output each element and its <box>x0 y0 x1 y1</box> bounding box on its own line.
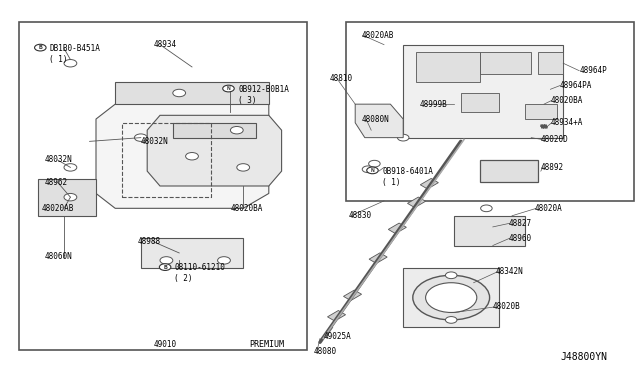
Bar <box>525 104 557 119</box>
Text: 0B912-B0B1A: 0B912-B0B1A <box>238 85 289 94</box>
Bar <box>408 197 426 208</box>
Text: 48020AB: 48020AB <box>362 31 394 40</box>
Text: J48800YN: J48800YN <box>560 352 607 362</box>
Polygon shape <box>355 104 403 138</box>
Text: ( 1): ( 1) <box>382 178 401 187</box>
Text: 08110-61210: 08110-61210 <box>174 263 225 272</box>
Text: 48020AB: 48020AB <box>42 204 74 213</box>
Circle shape <box>445 272 457 279</box>
Circle shape <box>223 85 234 92</box>
Polygon shape <box>115 82 269 104</box>
Text: 0B918-6401A: 0B918-6401A <box>382 167 433 176</box>
Text: 48032N: 48032N <box>141 137 168 146</box>
Polygon shape <box>96 104 269 208</box>
Bar <box>461 93 499 112</box>
Bar <box>346 22 634 201</box>
Circle shape <box>160 257 173 264</box>
Bar <box>538 52 563 74</box>
Circle shape <box>445 317 457 323</box>
Text: 48830: 48830 <box>349 211 372 220</box>
Circle shape <box>35 44 46 51</box>
Bar <box>420 179 438 189</box>
Text: 48020BA: 48020BA <box>550 96 583 105</box>
Circle shape <box>159 264 171 270</box>
Text: PREMIUM: PREMIUM <box>250 340 285 349</box>
Text: N: N <box>227 86 230 91</box>
Text: 48934+A: 48934+A <box>550 118 583 127</box>
Bar <box>416 52 480 82</box>
Text: 48964P: 48964P <box>579 66 607 75</box>
Text: 48964PA: 48964PA <box>560 81 593 90</box>
Text: 48080: 48080 <box>314 347 337 356</box>
Bar <box>328 311 346 321</box>
Circle shape <box>413 275 490 320</box>
Bar <box>19 22 307 350</box>
Circle shape <box>397 134 409 141</box>
Text: 48960: 48960 <box>509 234 532 243</box>
Polygon shape <box>147 115 282 186</box>
Bar <box>122 123 211 197</box>
Text: 48342N: 48342N <box>496 267 524 276</box>
Polygon shape <box>38 179 96 216</box>
Polygon shape <box>403 268 499 327</box>
Circle shape <box>230 126 243 134</box>
Circle shape <box>64 193 77 201</box>
Text: 48827: 48827 <box>509 219 532 228</box>
Text: 48020BA: 48020BA <box>230 204 263 213</box>
Text: 48892: 48892 <box>541 163 564 172</box>
Text: ( 2): ( 2) <box>174 275 193 283</box>
Text: 48988: 48988 <box>138 237 161 246</box>
Polygon shape <box>403 45 563 138</box>
Text: 48962: 48962 <box>45 178 68 187</box>
Text: 48020B: 48020B <box>493 302 520 311</box>
Text: B: B <box>38 45 42 50</box>
Bar <box>480 160 538 182</box>
Text: 48080N: 48080N <box>362 115 389 124</box>
Bar <box>369 253 387 263</box>
Text: N: N <box>371 168 374 173</box>
Circle shape <box>426 283 477 312</box>
Circle shape <box>64 60 77 67</box>
Bar <box>388 223 406 234</box>
Circle shape <box>481 205 492 212</box>
Text: DB1B0-B451A: DB1B0-B451A <box>49 44 100 53</box>
Circle shape <box>64 164 77 171</box>
Text: 48934: 48934 <box>154 40 177 49</box>
Text: 48020D: 48020D <box>541 135 568 144</box>
Text: ( 1): ( 1) <box>49 55 68 64</box>
Circle shape <box>369 160 380 167</box>
Text: 48032N: 48032N <box>45 155 72 164</box>
Text: B: B <box>163 264 167 270</box>
Bar <box>344 290 362 301</box>
Text: 48060N: 48060N <box>45 252 72 261</box>
Circle shape <box>367 167 378 174</box>
Circle shape <box>173 89 186 97</box>
Circle shape <box>218 257 230 264</box>
Text: 48999B: 48999B <box>419 100 447 109</box>
Polygon shape <box>454 216 525 246</box>
Text: ( 3): ( 3) <box>238 96 257 105</box>
Polygon shape <box>173 123 256 138</box>
Circle shape <box>134 134 147 141</box>
Text: 48020A: 48020A <box>534 204 562 213</box>
Circle shape <box>186 153 198 160</box>
Polygon shape <box>141 238 243 268</box>
Circle shape <box>362 166 374 173</box>
Bar <box>480 52 531 74</box>
Text: 49025A: 49025A <box>323 332 351 341</box>
Text: 49010: 49010 <box>154 340 177 349</box>
Circle shape <box>237 164 250 171</box>
Text: 48810: 48810 <box>330 74 353 83</box>
